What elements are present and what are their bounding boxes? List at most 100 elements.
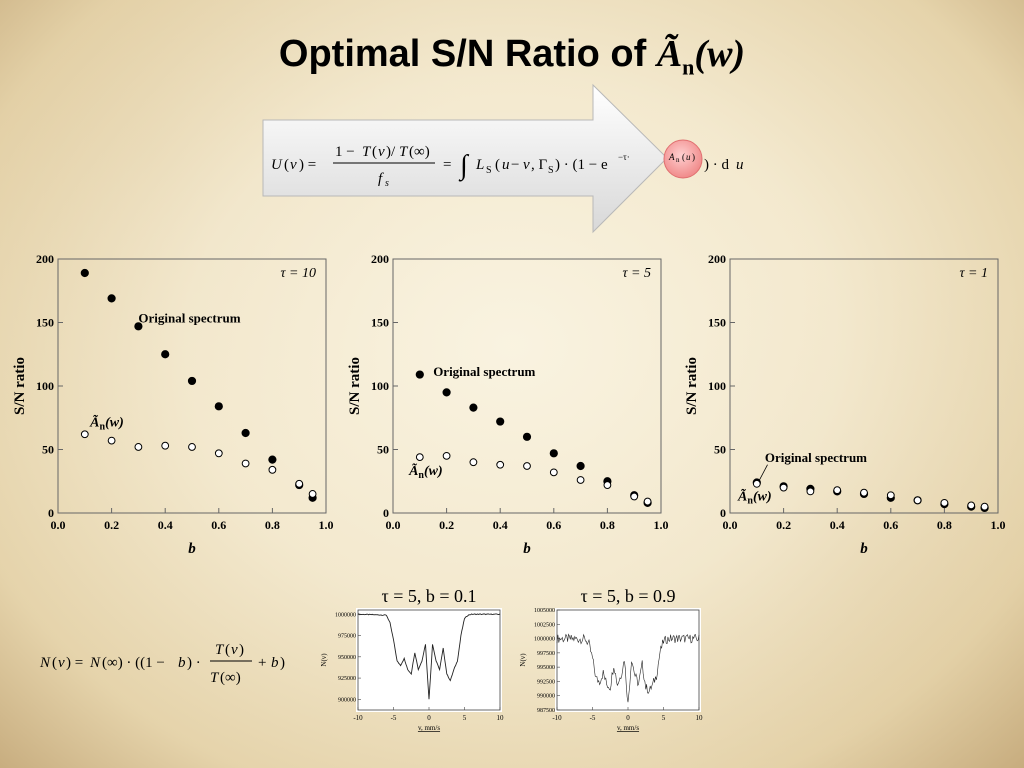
an-point bbox=[860, 488, 868, 497]
svg-text:S: S bbox=[486, 165, 492, 176]
spectrum-title: τ = 5, b = 0.9 bbox=[580, 586, 675, 606]
an-point bbox=[940, 498, 949, 507]
an-point bbox=[980, 502, 989, 511]
svg-text:(∞): (∞) bbox=[409, 144, 430, 160]
scatter-chart-tau10: 0.0 0.2 0.4 0.6 0.8 1.0 0 50 100 150 200 b S/N ratio… bbox=[12, 252, 334, 557]
y-tick-label: 900000 bbox=[338, 697, 356, 703]
svg-text:(∞): (∞) bbox=[220, 670, 241, 686]
svg-text:T: T bbox=[215, 642, 225, 658]
svg-text:∫: ∫ bbox=[458, 150, 470, 182]
an-point bbox=[643, 497, 652, 506]
y-tick-label: 150 bbox=[36, 316, 54, 330]
an-point bbox=[886, 491, 895, 500]
an-point bbox=[630, 492, 639, 501]
svg-text:u: u bbox=[686, 152, 691, 162]
an-point bbox=[214, 449, 223, 458]
y-tick-label: 50 bbox=[714, 443, 726, 457]
svg-text:(: ( bbox=[682, 152, 685, 162]
x-axis-label: b bbox=[188, 541, 196, 557]
an-point bbox=[308, 490, 317, 498]
svg-text:v: v bbox=[378, 144, 385, 160]
scatter-chart-tau5: 0.0 0.2 0.4 0.6 0.8 1.0 0 50 100 150 200 b S/N ratio… bbox=[347, 252, 669, 557]
x-axis-label: b bbox=[860, 541, 868, 557]
an-point bbox=[295, 479, 304, 488]
an-point bbox=[442, 451, 451, 460]
plot-frame bbox=[729, 258, 999, 514]
series-label-an: Ãn(w) bbox=[89, 413, 124, 433]
series-label-original: Original spectrum bbox=[765, 450, 867, 465]
spectrum-chart-b09: τ = 5, b = 0.9 -10 -5 0 5 10 987500 990000 99250… bbox=[519, 586, 703, 732]
y-axis-label: N(v) bbox=[320, 653, 328, 667]
x-tick-label: 1.0 bbox=[654, 518, 669, 532]
svg-text:) =: ) = bbox=[299, 157, 316, 173]
tau-annotation: τ = 10 bbox=[281, 266, 316, 281]
tau-annotation: τ = 5 bbox=[623, 266, 651, 281]
svg-text:(: ( bbox=[225, 642, 230, 658]
y-axis-label: S/N ratio bbox=[684, 357, 700, 415]
original-spectrum-point bbox=[576, 461, 585, 471]
svg-text:(: ( bbox=[284, 157, 289, 173]
x-tick-label: 0.2 bbox=[104, 518, 119, 532]
tau-annotation: τ = 1 bbox=[960, 266, 988, 281]
svg-text:S: S bbox=[548, 165, 554, 176]
x-tick-label: 0.8 bbox=[265, 518, 280, 532]
x-tick-label: 0.8 bbox=[600, 518, 615, 532]
y-tick-label: 150 bbox=[371, 316, 389, 330]
svg-text:1 −: 1 − bbox=[335, 144, 355, 160]
x-tick-label: 1.0 bbox=[991, 518, 1006, 532]
original-spectrum-point bbox=[214, 402, 223, 411]
original-spectrum-point bbox=[415, 370, 424, 379]
x-tick-label: 0.0 bbox=[51, 518, 66, 532]
plot-frame bbox=[57, 258, 327, 514]
series-label-an: Ãn(w) bbox=[408, 461, 443, 481]
original-spectrum-point bbox=[496, 417, 505, 426]
y-tick-label: 975000 bbox=[338, 634, 356, 640]
spectrum-title: τ = 5, b = 0.1 bbox=[381, 586, 476, 606]
an-point bbox=[415, 453, 424, 462]
x-tick-label: 0.4 bbox=[493, 518, 508, 532]
y-tick-label: 992500 bbox=[537, 679, 555, 685]
original-spectrum-point bbox=[549, 449, 558, 458]
x-tick-label: 0.6 bbox=[883, 518, 898, 532]
spectrum-chart-b01: τ = 5, b = 0.1 -10 -5 0 5 10 900000 925000 95000… bbox=[320, 586, 504, 732]
y-axis-label: S/N ratio bbox=[12, 357, 28, 415]
x-tick-label: 0 bbox=[427, 714, 431, 722]
y-tick-label: 50 bbox=[377, 443, 389, 457]
original-spectrum-point bbox=[134, 322, 143, 331]
x-tick-label: 5 bbox=[463, 714, 467, 722]
svg-text:N: N bbox=[89, 655, 101, 671]
svg-text:u: u bbox=[736, 157, 744, 173]
svg-text:v: v bbox=[231, 642, 238, 658]
svg-text:T: T bbox=[210, 670, 220, 686]
an-point bbox=[134, 443, 143, 451]
y-tick-label: 925000 bbox=[338, 676, 356, 682]
svg-text:(: ( bbox=[495, 157, 500, 173]
an-point bbox=[496, 460, 505, 469]
svg-text:v: v bbox=[523, 157, 530, 173]
label-leader bbox=[759, 464, 768, 481]
an-point bbox=[241, 459, 250, 468]
y-tick-label: 997500 bbox=[537, 651, 555, 657]
an-point bbox=[523, 462, 531, 470]
y-tick-label: 100 bbox=[371, 379, 389, 393]
formula-bottom: N(v) = N (∞) · ((1 − b) · T(v) T (∞) + b) bbox=[39, 642, 285, 686]
an-point bbox=[188, 443, 196, 451]
svg-text:A: A bbox=[668, 152, 675, 162]
svg-text:L: L bbox=[475, 157, 484, 173]
x-tick-label: 0 bbox=[626, 714, 630, 722]
an-point bbox=[603, 481, 612, 489]
x-tick-label: -5 bbox=[590, 714, 596, 722]
svg-text:T: T bbox=[362, 144, 372, 160]
y-tick-label: 1002500 bbox=[534, 622, 555, 628]
svg-text:s: s bbox=[385, 178, 389, 189]
svg-text:): ) bbox=[280, 655, 285, 671]
title-text: Optimal S/N Ratio of bbox=[278, 33, 657, 75]
x-tick-label: 0.4 bbox=[830, 518, 845, 532]
y-axis-label: N(v) bbox=[519, 653, 527, 667]
svg-text:u: u bbox=[502, 157, 510, 173]
original-spectrum-point bbox=[107, 294, 116, 303]
an-point bbox=[913, 496, 922, 505]
x-tick-label: 0.0 bbox=[723, 518, 738, 532]
svg-text:) ·: ) · bbox=[187, 655, 201, 671]
